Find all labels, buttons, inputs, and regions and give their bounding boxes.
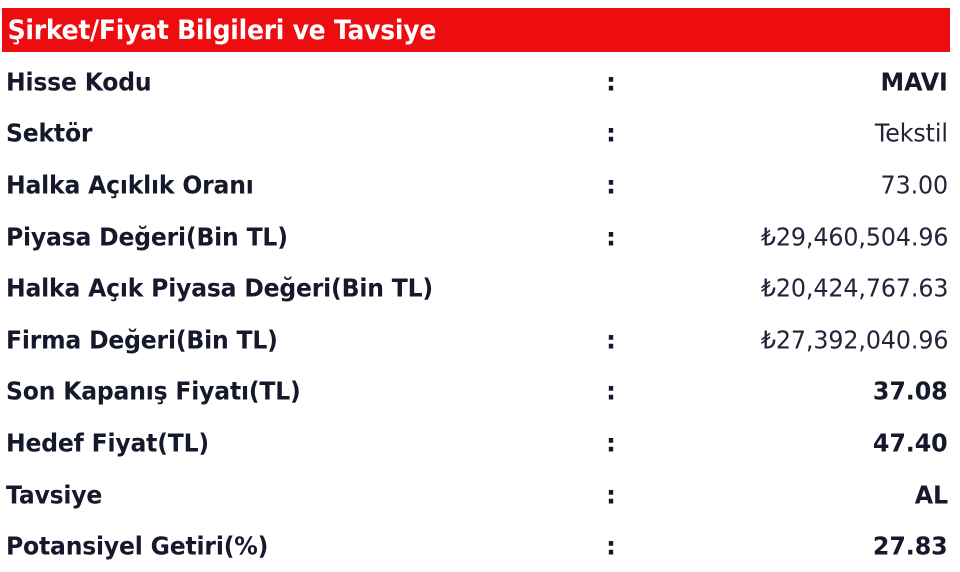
info-row-label: Tavsiye [6, 480, 103, 510]
info-row-separator: : [606, 67, 616, 97]
info-row: Son Kapanış Fiyatı(TL): 37.08 [0, 366, 960, 418]
info-row-value: ₺27,392,040.96 [760, 325, 948, 355]
info-row-separator: : [606, 222, 616, 252]
info-row-label: Potansiyel Getiri(%) [6, 531, 269, 561]
info-row: Potansiyel Getiri(%): 27.83 [0, 520, 960, 572]
info-row-separator: : [606, 118, 616, 148]
info-row: Halka Açıklık Oranı: 73.00 [0, 159, 960, 211]
info-row-value: MAVI [880, 67, 948, 97]
info-row-separator: : [606, 170, 616, 200]
info-row-value: ₺29,460,504.96 [760, 222, 948, 252]
info-row-label: Halka Açık Piyasa Değeri(Bin TL) [6, 273, 433, 303]
info-row: Sektör: Tekstil [0, 108, 960, 160]
panel-title: Şirket/Fiyat Bilgileri ve Tavsiye [7, 14, 437, 46]
info-row-value: AL [914, 480, 948, 510]
info-row-value: ₺20,424,767.63 [760, 273, 948, 303]
info-row: Halka Açık Piyasa Değeri(Bin TL):₺20,424… [0, 262, 960, 314]
info-row-label: Hisse Kodu [6, 67, 152, 97]
info-row-value: 73.00 [880, 170, 948, 200]
info-row-value: 47.40 [873, 428, 948, 458]
info-row: Piyasa Değeri(Bin TL): ₺29,460,504.96 [0, 211, 960, 263]
info-row-label: Son Kapanış Fiyatı(TL) [6, 376, 301, 406]
info-row: Hedef Fiyat(TL): 47.40 [0, 417, 960, 469]
info-rows-container: Hisse Kodu: MAVI Sektör: Tekstil Halka Açıkl… [0, 56, 960, 572]
info-row-label: Piyasa Değeri(Bin TL) [6, 222, 288, 252]
info-row-value: 37.08 [873, 376, 948, 406]
info-row-label: Halka Açıklık Oranı [6, 170, 254, 200]
info-row-separator: : [606, 376, 616, 406]
info-row-value: 27.83 [873, 531, 948, 561]
info-row-label: Hedef Fiyat(TL) [6, 428, 209, 458]
info-row: Hisse Kodu: MAVI [0, 56, 960, 108]
info-row-label: Firma Değeri(Bin TL) [6, 325, 278, 355]
info-row-separator: : [606, 325, 616, 355]
info-row-separator: : [606, 480, 616, 510]
info-row-label: Sektör [6, 118, 93, 148]
info-row-separator: : [606, 428, 616, 458]
panel-header-banner: Şirket/Fiyat Bilgileri ve Tavsiye [2, 8, 950, 52]
info-row: Firma Değeri(Bin TL): ₺27,392,040.96 [0, 314, 960, 366]
info-row-value: Tekstil [874, 118, 948, 148]
info-row: Tavsiye: AL [0, 469, 960, 521]
info-row-separator: : [606, 531, 616, 561]
